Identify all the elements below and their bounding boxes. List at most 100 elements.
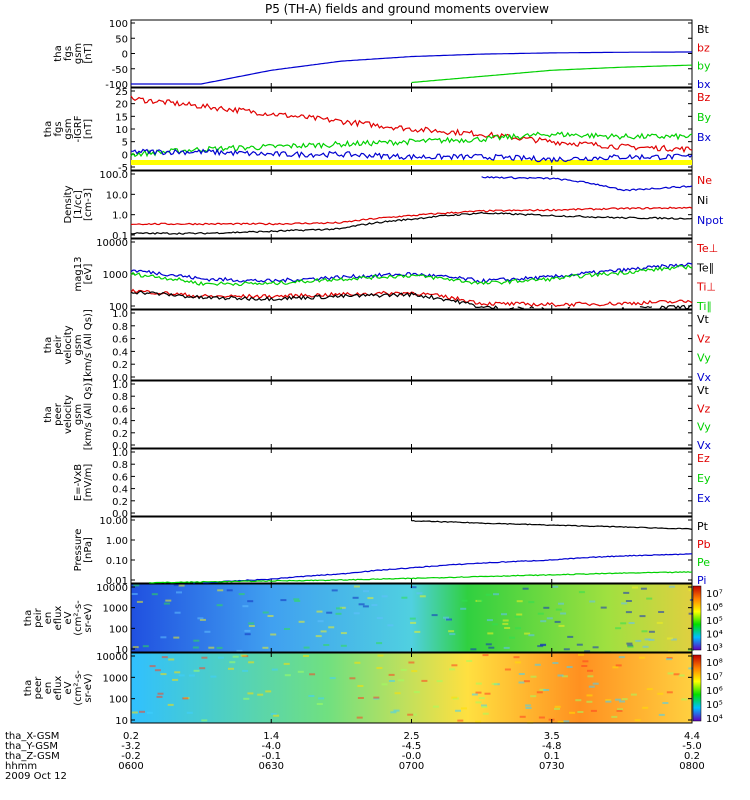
spectrogram-cell <box>525 704 532 707</box>
spectrogram-cell <box>244 629 251 632</box>
ephemeris-value: -5.0 <box>682 741 702 752</box>
spectrogram-cell <box>163 602 170 605</box>
spectrogram-cell <box>621 698 628 701</box>
spectrogram-cell <box>662 702 669 704</box>
panel-peer-vel: 1.00.80.6 0.40.20.0 thapeervelocitygsm[km/… <box>43 379 712 452</box>
spectrogram-cell <box>340 644 347 647</box>
spectrogram-cell <box>539 688 546 691</box>
spectrogram-cell <box>626 642 633 645</box>
spectrogram-cell <box>619 700 626 703</box>
spectrogram-cell <box>504 627 511 629</box>
legend-entry: Ey <box>697 472 711 485</box>
spectrogram-cell <box>167 703 174 706</box>
spectrogram-cell <box>615 627 622 630</box>
spectrogram-cell <box>416 592 423 595</box>
spectrogram-cell <box>201 719 208 722</box>
y-tick-label: 10.0 <box>106 190 128 201</box>
spectrogram-cell <box>182 697 189 700</box>
spectrogram-cell <box>248 622 255 625</box>
colorbar-label: 10⁸ <box>706 658 723 669</box>
spectrogram-cell <box>530 675 537 678</box>
spectrogram-cell <box>149 665 156 668</box>
spectrogram-cell <box>537 612 544 615</box>
spectrogram-cell <box>519 715 526 718</box>
legend-entry: Npot <box>697 214 724 227</box>
y-axis-label-line: [km/s (All Qs)] <box>83 309 94 381</box>
spectrogram-cell <box>688 667 695 670</box>
spectrogram-cell <box>133 584 140 587</box>
spectrogram-cell <box>617 708 623 711</box>
y-tick-label: 15 <box>115 112 128 123</box>
spectrogram-cell <box>546 617 553 620</box>
ephemeris-label: tha_Y-GSM <box>5 741 58 752</box>
spectrogram-cell <box>446 618 452 621</box>
panel-elec-spec: 10⁸ 10⁷ 10⁶ 10⁵ 10⁴ 10000 1000 100 10 thapeerenef… <box>23 652 723 727</box>
y-axis-label: mag13[eV] <box>73 257 94 292</box>
colorbar-label: 10⁵ <box>706 616 723 627</box>
spectrogram-cell <box>284 674 291 677</box>
spectrogram-cell <box>410 586 417 589</box>
spectrogram-cell <box>352 596 359 599</box>
spectrogram-cell <box>514 661 521 664</box>
spectrogram-cell <box>388 673 395 676</box>
spectrogram-cell <box>481 705 488 708</box>
time-tick-label: 0800 <box>679 761 704 772</box>
panel-density: 100.0 10.0 1.0 0.1 Density[1/cc][cm-3] Ne Ni Np… <box>63 170 724 242</box>
spectrogram-cell <box>457 719 464 722</box>
spectrogram-cell <box>161 656 168 659</box>
spectrogram-cell <box>673 673 680 676</box>
y-tick-label: 20 <box>115 100 128 111</box>
y-axis-label-line: tha <box>43 406 54 422</box>
spectrogram-cell <box>492 623 499 626</box>
y-axis-label-line: en <box>43 682 54 695</box>
y-tick-label: -5 <box>118 163 128 174</box>
y-tick-label: 10000 <box>96 652 128 663</box>
spectrogram-cell <box>640 587 647 590</box>
spectrogram-cell <box>229 661 236 664</box>
spectrogram-cell <box>627 645 634 648</box>
legend-entry: by <box>697 60 711 73</box>
spectrogram-cell <box>475 720 482 723</box>
y-tick-label: 1.0 <box>112 211 128 222</box>
spectrogram-cell <box>625 611 632 614</box>
spectrogram-cell <box>131 593 138 595</box>
spectrogram-cell <box>178 674 185 677</box>
spectrogram-cell <box>131 711 138 714</box>
spectrogram-cell <box>575 699 582 702</box>
spectrogram-cell <box>173 584 180 587</box>
spectrogram-cell <box>555 608 562 611</box>
y-tick-label: 1.00 <box>106 536 128 547</box>
y-axis-label-line: tha <box>43 121 54 137</box>
y-tick-label: 0.4 <box>112 417 128 428</box>
spectrogram-cell <box>373 696 380 699</box>
spectrogram-cell <box>449 633 456 636</box>
y-tick-label: 50 <box>115 34 128 45</box>
spectrogram-cell <box>146 711 153 714</box>
spectrogram-cell <box>132 646 139 649</box>
y-tick-label: 0.8 <box>112 392 128 403</box>
ephemeris-value: 0.2 <box>123 731 139 742</box>
spectrogram-cell <box>515 627 521 630</box>
y-tick-label: 0.2 <box>112 360 128 371</box>
spectrogram-cell <box>243 697 250 700</box>
y-tick-label: 0.8 <box>112 322 128 333</box>
y-tick-label: 100.0 <box>99 170 128 181</box>
y-axis-label-line: [mV/m] <box>83 464 94 502</box>
spectrogram-cell <box>668 585 675 588</box>
spectrogram-cell <box>436 680 443 683</box>
colorbar-strip <box>692 654 702 722</box>
spectrogram-cell <box>174 611 181 614</box>
spectrogram-cell <box>628 622 635 624</box>
spectrogram-cell <box>475 682 482 685</box>
ephemeris-value: -4.8 <box>542 741 562 752</box>
spectrogram-cell <box>642 645 649 648</box>
spectrogram-cell <box>192 646 199 649</box>
y-axis-label: Pressure[nPa] <box>73 529 94 572</box>
spectrogram-cell <box>270 713 277 715</box>
legend-entry: Ez <box>697 452 710 465</box>
spectrogram-cell <box>561 675 568 678</box>
y-tick-label: 10000 <box>96 238 128 249</box>
spectrogram-cell <box>475 691 482 694</box>
spectrogram-cell <box>605 700 612 703</box>
spectrogram-cell <box>240 654 247 657</box>
